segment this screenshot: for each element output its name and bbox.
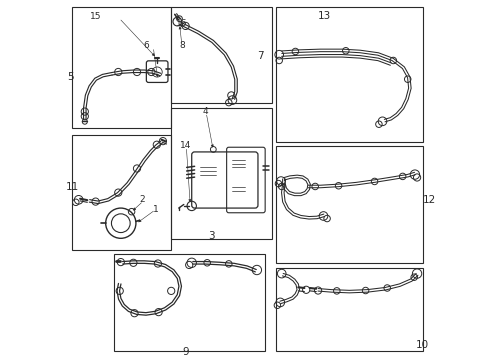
- Bar: [275, 7, 423, 142]
- Text: 6: 6: [143, 41, 149, 50]
- Bar: [275, 146, 423, 263]
- Text: 7: 7: [258, 51, 264, 61]
- Text: 2: 2: [140, 195, 145, 204]
- Text: 15: 15: [90, 12, 101, 21]
- Text: 3: 3: [209, 231, 215, 241]
- Bar: [72, 135, 171, 250]
- Bar: [171, 7, 272, 103]
- Text: 16: 16: [176, 19, 188, 28]
- Text: 9: 9: [182, 347, 189, 357]
- Text: 5: 5: [67, 72, 74, 82]
- Text: 12: 12: [422, 195, 436, 205]
- Bar: [72, 7, 171, 128]
- Text: 1: 1: [153, 205, 159, 214]
- Bar: [275, 268, 423, 351]
- Text: 8: 8: [179, 41, 185, 50]
- Text: 10: 10: [416, 340, 429, 350]
- Text: 14: 14: [180, 141, 191, 150]
- Text: 13: 13: [318, 11, 331, 21]
- Bar: [171, 108, 272, 239]
- Text: 4: 4: [202, 107, 208, 116]
- Bar: [114, 254, 265, 351]
- Text: 11: 11: [66, 182, 79, 192]
